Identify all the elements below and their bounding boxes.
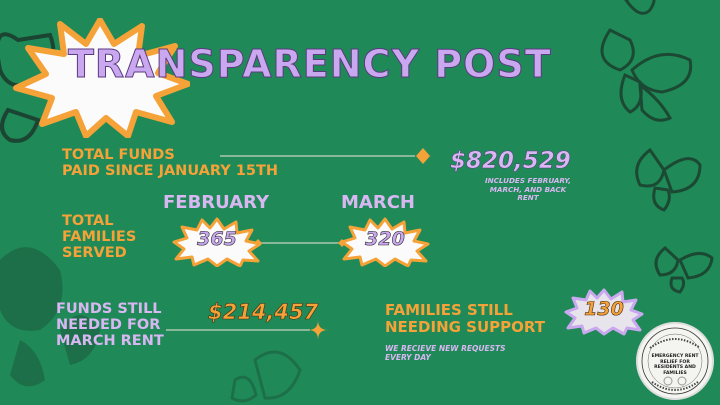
sparkle-icon — [254, 239, 262, 247]
title-starburst — [13, 18, 190, 138]
february-families-value: 365 — [197, 228, 237, 251]
total-funds-amount: $820,529 — [450, 148, 571, 175]
families-needing-starburst — [564, 288, 644, 336]
total-funds-note-line2: MARCH, AND BACK RENT — [489, 184, 567, 202]
families-served-label: TOTAL FAMILIES SERVED — [62, 213, 136, 261]
logo-text-line2: RESIDENTS AND FAMILIES — [654, 365, 696, 376]
sparkle-icon — [414, 148, 432, 164]
new-requests-note: WE RECIEVE NEW REQUESTS EVERY DAY — [385, 344, 506, 362]
total-funds-label-line1: TOTAL FUNDS — [62, 147, 175, 163]
march-families-value: 320 — [365, 228, 405, 251]
funds-still-needed-line2: NEEDED FOR — [56, 317, 161, 333]
families-still-needing-line2: NEEDING SUPPORT — [385, 317, 545, 336]
total-funds-label: TOTAL FUNDS PAID SINCE JANUARY 15TH — [62, 147, 278, 179]
february-starburst — [172, 217, 262, 267]
funds-still-needed-line1: FUNDS STILL — [56, 301, 162, 317]
months-connector — [254, 239, 346, 247]
butterfly-icon — [635, 147, 702, 212]
logo-seal-icon — [641, 327, 709, 395]
families-needing-value: 130 — [584, 298, 624, 321]
page-title: TRANSPARENCY POST — [68, 42, 552, 87]
funds-still-needed-amount: $214,457 — [208, 300, 319, 325]
butterfly-icon — [230, 350, 302, 403]
butterfly-icon — [654, 246, 714, 294]
sparkle-icon — [308, 320, 328, 340]
total-funds-note-line1: INCLUDES FEBRUARY, — [484, 176, 572, 185]
march-starburst — [340, 217, 430, 267]
funds-still-connector — [166, 320, 328, 340]
month-march-label: MARCH — [341, 192, 415, 213]
families-still-needing-label: FAMILIES STILL NEEDING SUPPORT — [385, 302, 545, 335]
families-served-label-line1: TOTAL — [62, 213, 114, 229]
month-february-label: FEBRUARY — [163, 192, 270, 213]
new-requests-note-line1: WE RECIEVE NEW REQUESTS — [385, 344, 506, 353]
new-requests-note-line2: EVERY DAY — [385, 353, 431, 362]
butterfly-icon — [600, 0, 693, 122]
butterfly-icon — [0, 247, 100, 387]
total-funds-connector — [220, 148, 432, 164]
families-served-label-line3: SERVED — [62, 245, 127, 261]
funds-still-needed-line3: MARCH RENT — [56, 333, 164, 349]
total-funds-note: INCLUDES FEBRUARY, MARCH, AND BACK RENT — [478, 176, 578, 203]
funds-still-needed-label: FUNDS STILL NEEDED FOR MARCH RENT — [56, 301, 164, 349]
organization-logo: EMERGENCY RENT RELIEF FOR RESIDENTS AND … — [636, 322, 714, 400]
logo-text-line1: EMERGENCY RENT RELIEF FOR — [651, 354, 699, 365]
families-still-needing-line1: FAMILIES STILL — [385, 301, 513, 319]
families-served-label-line2: FAMILIES — [62, 229, 137, 245]
total-funds-label-line2: PAID SINCE JANUARY 15TH — [62, 163, 278, 179]
logo-text: EMERGENCY RENT RELIEF FOR RESIDENTS AND … — [644, 354, 706, 376]
